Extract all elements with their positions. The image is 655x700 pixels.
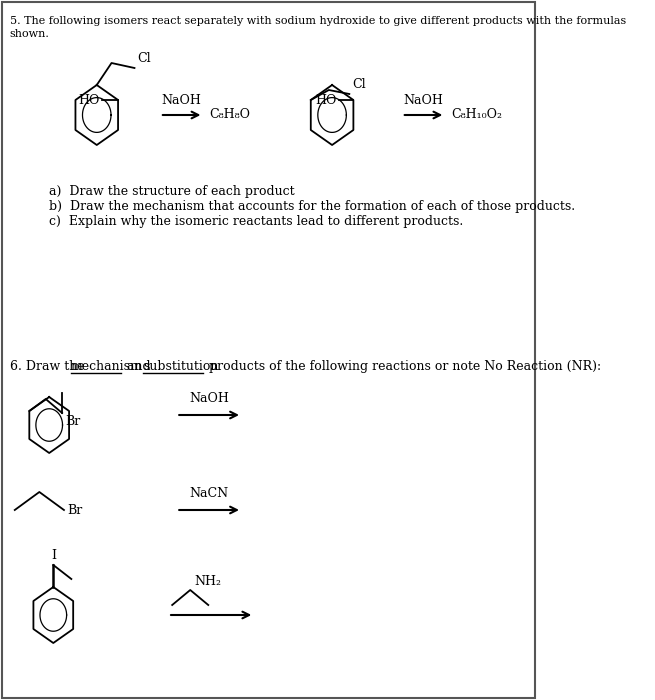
Text: b)  Draw the mechanism that accounts for the formation of each of those products: b) Draw the mechanism that accounts for …	[49, 200, 575, 213]
Text: Br: Br	[66, 415, 81, 428]
Text: NaOH: NaOH	[403, 94, 443, 107]
Text: 5. The following isomers react separately with sodium hydroxide to give differen: 5. The following isomers react separatel…	[10, 16, 626, 26]
Text: Cl: Cl	[352, 78, 365, 91]
Text: and: and	[123, 360, 155, 373]
Text: Br: Br	[67, 503, 83, 517]
Text: HO: HO	[79, 94, 100, 106]
Text: HO: HO	[315, 94, 336, 106]
Text: NH₂: NH₂	[195, 575, 221, 588]
Text: products of the following reactions or note No Reaction (NR):: products of the following reactions or n…	[205, 360, 601, 373]
Text: NaOH: NaOH	[189, 392, 229, 405]
Text: 6. Draw the: 6. Draw the	[10, 360, 88, 373]
Text: c)  Explain why the isomeric reactants lead to different products.: c) Explain why the isomeric reactants le…	[49, 215, 464, 228]
Text: NaOH: NaOH	[162, 94, 202, 107]
Text: mechanism: mechanism	[71, 360, 142, 373]
Text: substitution: substitution	[143, 360, 219, 373]
Text: Cl: Cl	[137, 52, 151, 65]
Text: a)  Draw the structure of each product: a) Draw the structure of each product	[49, 185, 295, 198]
Text: I: I	[51, 549, 56, 562]
Text: C₈H₈O: C₈H₈O	[209, 108, 250, 122]
Text: shown.: shown.	[10, 29, 50, 39]
Text: C₈H₁₀O₂: C₈H₁₀O₂	[451, 108, 502, 122]
Text: NaCN: NaCN	[189, 487, 229, 500]
